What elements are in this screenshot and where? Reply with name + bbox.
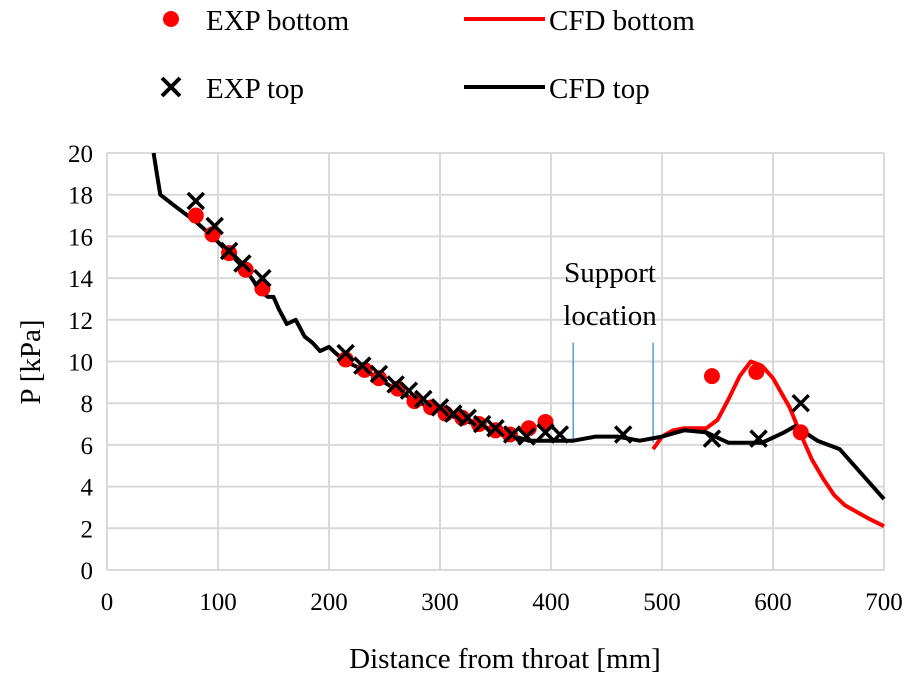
exp-top-point [550,425,570,444]
exp-bottom-point [470,416,487,433]
exp-top-point [253,268,272,288]
exp-bottom-point [187,207,204,224]
exp-bottom-point [370,370,387,387]
annotation-line1: Support [564,257,656,289]
y-tick-label: 16 [68,224,93,251]
x-tick-label: 100 [199,589,237,616]
support-annotation: Support location [563,257,657,443]
exp-top-point [791,393,810,413]
exp-top-point [369,364,389,384]
exp-top-point [386,375,405,394]
y-tick-label: 4 [81,475,94,502]
y-tick-label: 18 [68,183,93,210]
exp-top-point [444,404,463,423]
exp-top-point [205,216,224,236]
y-tick-label: 2 [81,516,94,543]
exp-top-point [502,425,522,444]
y-axis-label: P [kPa] [15,319,47,404]
plot-area [151,152,886,528]
exp-top-point [336,343,355,363]
exp-top-point [517,427,536,446]
exp-top-point [472,414,492,434]
annotation-line2: location [563,300,657,332]
exp-top-point [749,429,768,448]
exp-top-point [613,425,633,444]
y-tick-label: 10 [68,350,93,377]
legend: EXP bottom CFD bottom EXP top CFD top [160,5,695,105]
exp-bottom-point [703,368,720,385]
y-tick-label: 6 [81,433,94,460]
legend-marker-exp-bottom [163,11,179,27]
x-tick-label: 600 [754,589,792,616]
legend-label-cfd-bottom: CFD bottom [549,5,695,37]
x-tick-label: 500 [643,589,681,616]
x-tick-label: 700 [865,589,903,616]
x-tick-label: 200 [310,589,348,616]
exp-top-point [486,418,505,438]
legend-marker-exp-top [160,76,182,98]
exp-top-point [458,408,477,428]
exp-top-point [353,356,372,375]
exp-top-point [399,381,419,400]
exp-top-point [233,254,252,273]
grid [106,152,885,571]
legend-label-exp-top: EXP top [206,73,304,105]
y-tick-label: 20 [68,141,93,168]
exp-top-point [430,398,450,417]
cfd-top-line [151,152,886,501]
legend-label-exp-bottom: EXP bottom [206,5,350,37]
cfd-bottom-line [651,359,885,528]
exp-bottom-point [792,424,809,441]
exp-top-point [186,191,206,211]
x-tick-label: 0 [101,589,114,616]
legend-label-cfd-top: CFD top [549,73,650,105]
y-tick-label: 14 [68,266,94,293]
x-axis-label: Distance from throat [mm] [349,643,661,675]
y-tick-label: 8 [81,391,94,418]
exp-top-point [536,423,555,442]
x-tick-label: 300 [421,589,459,616]
exp-top-point [702,429,722,448]
exp-bottom-point [748,363,765,380]
x-tick-label: 400 [532,589,570,616]
exp-top-point [414,389,433,409]
y-tick-label: 12 [68,308,93,335]
tick-labels: 0 100 200 300 400 500 600 700 0 2 4 6 8 10 12 14 16 18 20 [68,141,903,616]
y-tick-label: 0 [81,558,94,585]
